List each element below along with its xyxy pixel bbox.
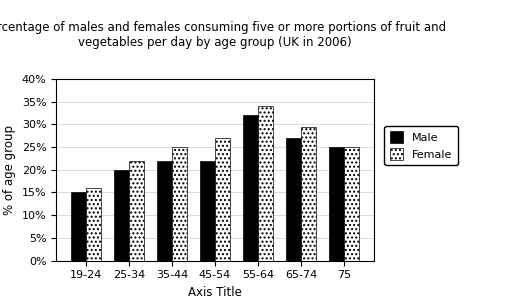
Bar <box>258 106 273 261</box>
Bar <box>114 170 129 261</box>
Bar <box>86 188 101 261</box>
Y-axis label: % of age group: % of age group <box>3 125 16 215</box>
Bar <box>71 192 86 261</box>
Bar <box>344 147 359 261</box>
Bar <box>329 147 344 261</box>
Bar <box>172 147 187 261</box>
Bar <box>215 138 230 261</box>
Bar <box>200 161 215 261</box>
Bar <box>243 115 258 261</box>
Bar <box>301 127 316 261</box>
Bar <box>129 161 144 261</box>
Bar <box>286 138 301 261</box>
Bar <box>157 161 172 261</box>
Text: Percentage of males and females consuming five or more portions of fruit and
veg: Percentage of males and females consumin… <box>0 21 446 49</box>
Legend: Male, Female: Male, Female <box>385 126 458 165</box>
X-axis label: Axis Title: Axis Title <box>188 286 242 299</box>
